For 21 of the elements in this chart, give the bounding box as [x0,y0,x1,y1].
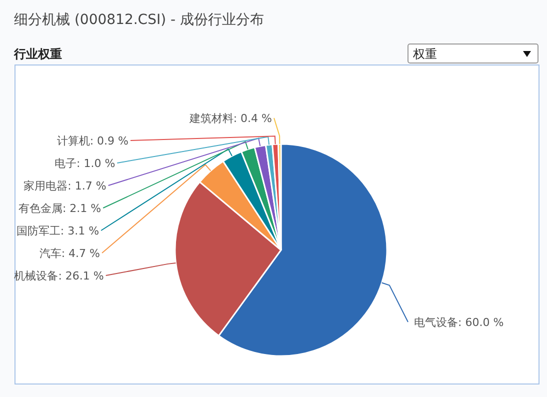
data-label: : 3.1 % [60,224,100,238]
slice-label: 国防军工 [16,224,60,238]
slice-label: 电气设备 [414,316,458,330]
slice-label: 电子 [54,157,76,170]
data-label: : 4.7 % [61,247,100,260]
slice-label: 家用电器 [24,180,68,192]
slice-label: 计算机 [56,134,90,148]
slice-label: 机械设备 [14,270,58,282]
slice-label: 有色金属 [18,202,62,215]
data-label: : 26.1 % [58,270,104,282]
data-label: : 2.1 % [62,202,102,215]
chart-subtitle: 行业权重 [13,47,62,61]
chart-title: 细分机械 (000812.CSI) - 成份行业分布 [14,12,264,28]
data-label: : 1.0 % [76,157,116,170]
data-label: : 60.0 % [458,316,504,330]
data-label: : 0.4 % [233,112,272,125]
data-label: : 1.7 % [68,180,106,192]
data-label: : 0.9 % [90,134,128,148]
slice-label: 建筑材料 [188,112,234,125]
slice-label: 汽车 [39,247,62,260]
text: 权重 [412,47,437,61]
